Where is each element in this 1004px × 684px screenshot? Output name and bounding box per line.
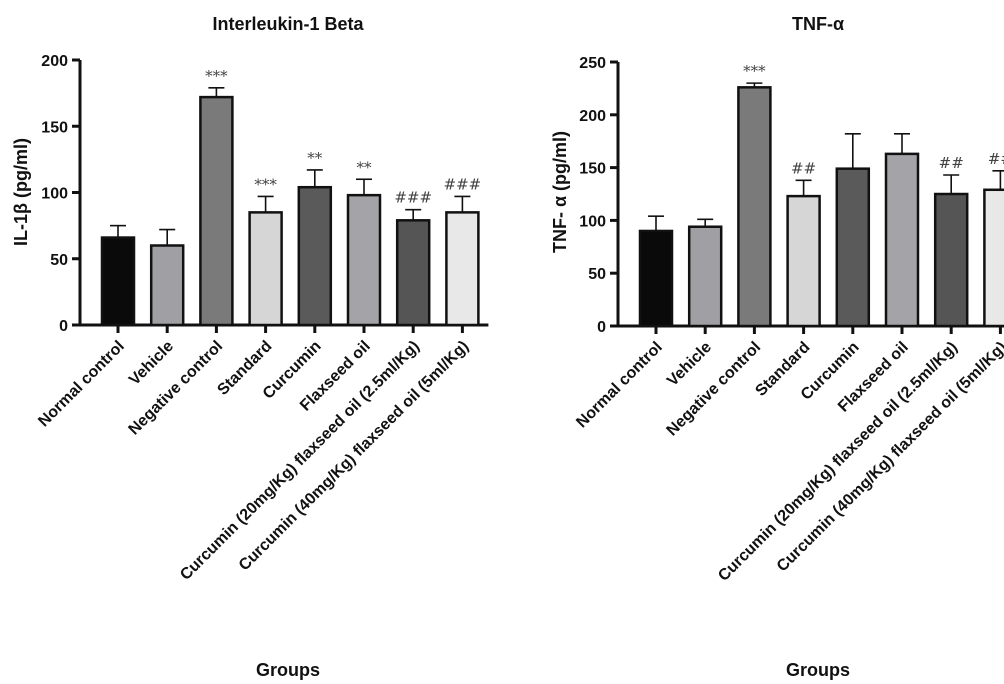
bar	[100, 236, 136, 327]
significance-label: ##	[988, 150, 1004, 168]
il1b-chart: Interleukin-1 Beta IL-1β (pg/ml) Groups …	[11, 14, 489, 680]
bar	[445, 211, 480, 327]
y-tick-label: 0	[59, 318, 68, 335]
y-tick-label: 150	[579, 161, 606, 178]
y-tick-label: 200	[41, 53, 68, 70]
plot-area: 0 50 100 150 200 250 Normal controlVehicleNega…	[573, 55, 1004, 585]
x-tick-label: Vehicle	[126, 338, 177, 389]
x-axis-label: Groups	[786, 660, 850, 680]
x-tick-label: Curcumin (40mg/Kg) flaxseed oil (5ml/Kg)	[774, 339, 1004, 575]
chart-title: TNF-α	[792, 14, 844, 34]
bar	[983, 188, 1004, 328]
x-tick-label: Normal control	[573, 339, 665, 431]
y-axis-label: IL-1β (pg/ml)	[11, 138, 31, 246]
bar	[786, 194, 821, 328]
y-tick-label: 200	[579, 108, 606, 125]
y-tick-label: 100	[579, 213, 606, 230]
x-tick-label: Normal control	[35, 338, 127, 430]
significance-label: ###	[444, 175, 482, 193]
bar	[346, 193, 382, 327]
bar	[248, 211, 283, 327]
significance-label: ***	[254, 175, 277, 193]
bar	[149, 244, 185, 327]
bar	[933, 192, 969, 328]
bar	[199, 95, 234, 327]
bar	[737, 86, 772, 328]
y-tick-label: 100	[41, 186, 68, 203]
significance-label: ##	[791, 159, 816, 177]
y-tick-label: 50	[50, 252, 68, 269]
x-tick-label: Curcumin (40mg/Kg) flaxseed oil (5ml/Kg)	[236, 338, 472, 574]
bar	[638, 229, 674, 328]
plot-area: 0 50 100 150 200 Normal controlVehicleNegativ…	[35, 53, 489, 584]
bar	[835, 167, 871, 328]
bar	[687, 225, 723, 328]
x-tick-label: Curcumin (20mg/Kg) flaxseed oil (2.5ml/K…	[177, 338, 423, 584]
significance-label: ***	[743, 62, 766, 80]
significance-label: ###	[394, 189, 432, 207]
significance-label: ***	[205, 67, 228, 85]
x-tick-label: Vehicle	[664, 339, 715, 390]
bar	[297, 185, 333, 327]
x-tick-label: Negative control	[664, 339, 765, 440]
significance-label: **	[307, 149, 323, 167]
x-tick-label: Curcumin (20mg/Kg) flaxseed oil (2.5ml/K…	[715, 339, 961, 585]
tnf-alpha-chart: TNF-α TNF- α (pg/ml) Groups 0 50 100 150 200…	[550, 14, 1004, 680]
significance-label: **	[357, 158, 373, 176]
x-axis-label: Groups	[256, 660, 320, 680]
chart-title: Interleukin-1 Beta	[212, 14, 364, 34]
y-tick-label: 50	[588, 266, 606, 283]
y-tick-label: 150	[41, 119, 68, 136]
y-axis-label: TNF- α (pg/ml)	[550, 131, 570, 253]
y-tick-label: 250	[579, 55, 606, 72]
x-tick-label: Negative control	[126, 338, 227, 439]
significance-label: ##	[939, 154, 964, 172]
y-tick-label: 0	[597, 319, 606, 336]
bar	[395, 219, 431, 327]
bar	[884, 152, 920, 328]
